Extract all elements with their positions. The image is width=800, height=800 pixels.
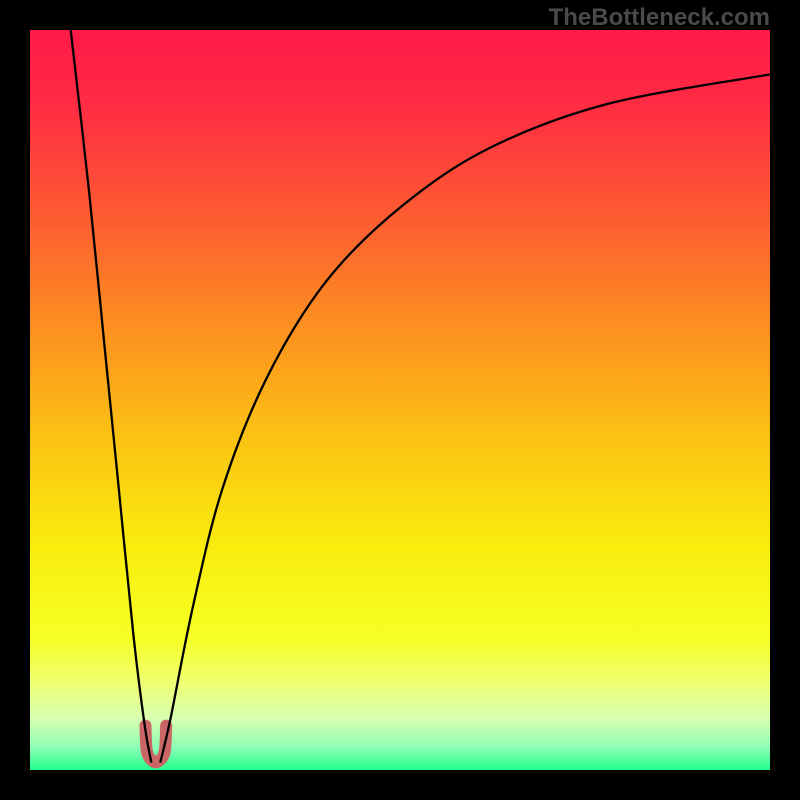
chart-frame: TheBottleneck.com (0, 0, 800, 800)
curve-right-branch (160, 74, 770, 762)
curve-left-branch (71, 30, 152, 763)
curve-overlay (0, 0, 800, 800)
